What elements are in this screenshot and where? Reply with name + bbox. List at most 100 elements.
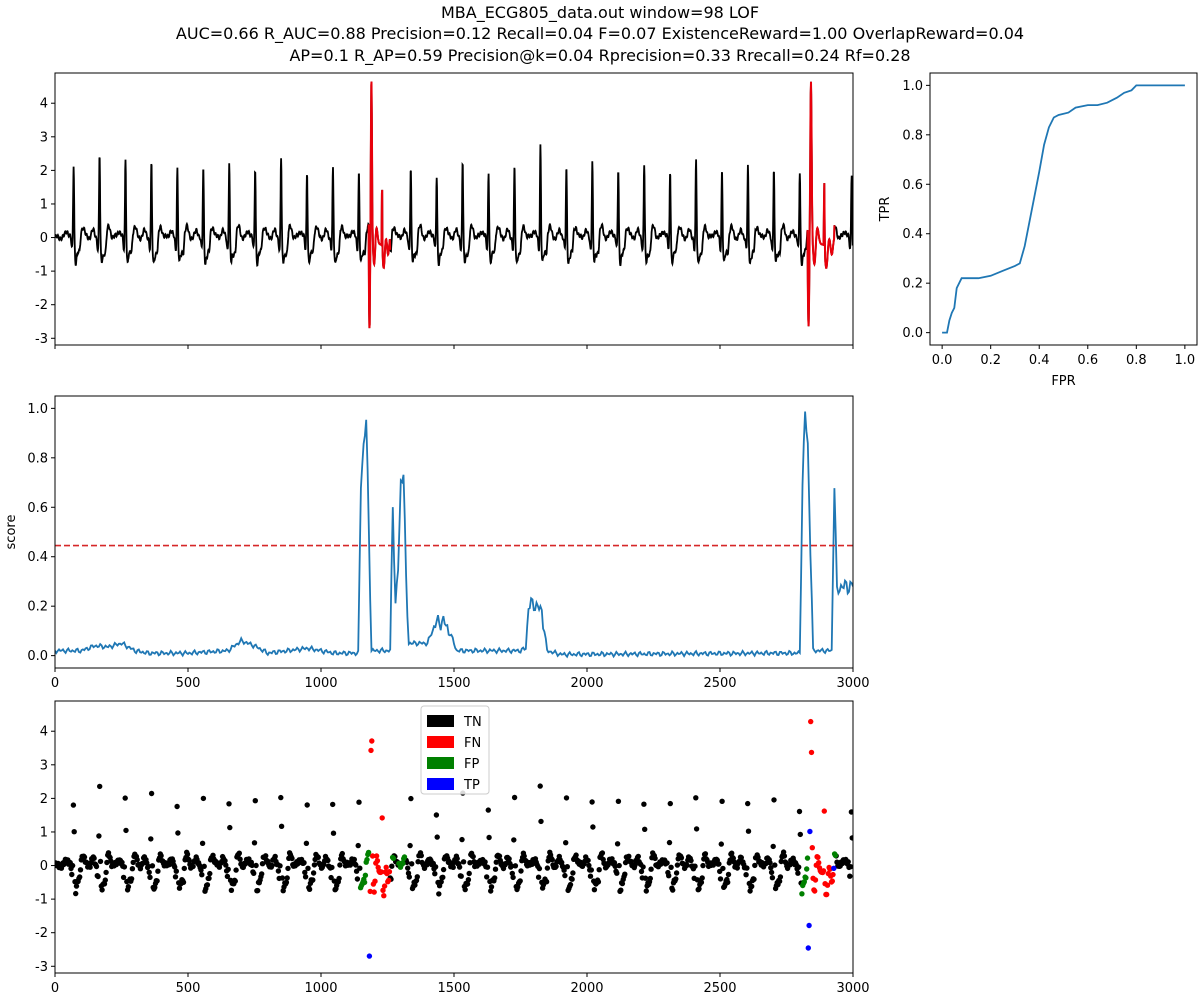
tp-points: [366, 828, 837, 959]
tn-point: [599, 850, 606, 856]
x-tick-label: 500: [176, 981, 201, 996]
x-tick-label: 1000: [304, 676, 337, 691]
tn-point: [562, 872, 568, 879]
tn-point: [228, 887, 235, 893]
tp-point: [831, 865, 837, 871]
tn-point: [459, 836, 465, 843]
tn-point: [720, 865, 726, 872]
tn-point: [719, 798, 725, 804]
x-tick-label: 0.4: [1029, 353, 1050, 368]
tn-point: [330, 830, 337, 836]
tn-point: [277, 863, 283, 869]
tn-point: [666, 873, 672, 879]
tn-point: [148, 836, 154, 842]
x-tick-label: 0.0: [932, 353, 953, 368]
tn-point: [684, 862, 690, 868]
tn-point: [647, 875, 653, 882]
tn-point: [768, 869, 775, 876]
signal-line: [55, 81, 853, 329]
tn-point: [538, 818, 544, 825]
legend-label-fn: FN: [464, 736, 481, 751]
fn-point: [380, 887, 386, 893]
tn-point: [73, 883, 80, 889]
x-tick-label: 1000: [304, 981, 337, 996]
tn-point: [415, 859, 421, 865]
tn-point: [510, 874, 516, 881]
legend-swatch-tp: [427, 778, 454, 790]
fp-point: [390, 855, 397, 861]
tn-point: [330, 801, 336, 808]
y-tick-label: 0.2: [27, 600, 48, 615]
tn-point: [521, 853, 527, 859]
y-tick-label: 4: [40, 725, 48, 740]
tn-point: [614, 870, 620, 876]
tn-point: [544, 865, 551, 871]
fp-point: [401, 854, 408, 860]
tn-point: [667, 800, 673, 807]
x-tick-label: 500: [176, 676, 201, 691]
tn-point: [486, 834, 492, 841]
tn-point: [284, 875, 290, 881]
y-tick-label: 0.2: [902, 277, 923, 292]
tn-point: [186, 857, 192, 863]
tn-point: [145, 863, 152, 870]
fp-point: [362, 872, 369, 878]
tn-point: [666, 839, 673, 846]
tn-point: [405, 865, 411, 871]
tn-point: [259, 861, 266, 867]
tn-point: [328, 874, 334, 881]
roc-xlabel: FPR: [1051, 374, 1075, 389]
tn-point: [129, 866, 136, 872]
tn-point: [702, 851, 709, 857]
tn-point: [122, 795, 128, 801]
tn-point: [462, 886, 468, 893]
x-tick-label: 2000: [570, 676, 603, 691]
fn-point: [829, 878, 835, 884]
tn-point: [768, 865, 774, 871]
tn-point: [406, 874, 412, 880]
tn-point: [589, 799, 595, 805]
tn-point: [652, 855, 658, 862]
tn-point: [249, 862, 255, 869]
y-tick-label: -3: [35, 332, 48, 347]
tn-point: [492, 866, 499, 872]
y-tick-label: -2: [35, 926, 48, 941]
tn-point: [69, 862, 76, 869]
tn-point: [259, 871, 265, 877]
y-tick-label: 0.8: [27, 451, 48, 466]
axes-frame: [54, 72, 854, 346]
fp-points: [357, 849, 839, 897]
fp-point: [361, 879, 368, 886]
tn-point: [181, 865, 187, 872]
tn-point: [847, 864, 853, 870]
tn-point: [356, 799, 362, 805]
tn-point: [315, 854, 321, 860]
tn-point: [506, 856, 512, 862]
fn-point: [368, 747, 374, 754]
axes-frame: [54, 700, 854, 974]
tn-point: [351, 856, 357, 863]
tn-point: [226, 801, 232, 807]
y-tick-label: 0: [40, 859, 48, 874]
tn-point: [586, 862, 592, 869]
tn-point: [336, 875, 342, 882]
tn-point: [771, 797, 777, 803]
tn-point: [668, 864, 674, 870]
x-tick-label: 2500: [703, 981, 736, 996]
tn-point: [172, 874, 179, 880]
axes-frame: [54, 395, 854, 669]
tn-point: [458, 873, 464, 879]
fn-point: [379, 815, 385, 821]
tn-point: [693, 795, 699, 801]
tn-point: [224, 873, 231, 880]
tn-point: [561, 867, 567, 873]
tn-point: [615, 798, 622, 804]
tn-point: [311, 862, 318, 868]
tn-point: [622, 871, 628, 877]
tn-point: [564, 864, 570, 870]
tn-point: [849, 835, 853, 841]
y-tick-label: 0.6: [27, 501, 48, 516]
tn-point: [172, 864, 178, 870]
tn-point: [440, 866, 447, 873]
